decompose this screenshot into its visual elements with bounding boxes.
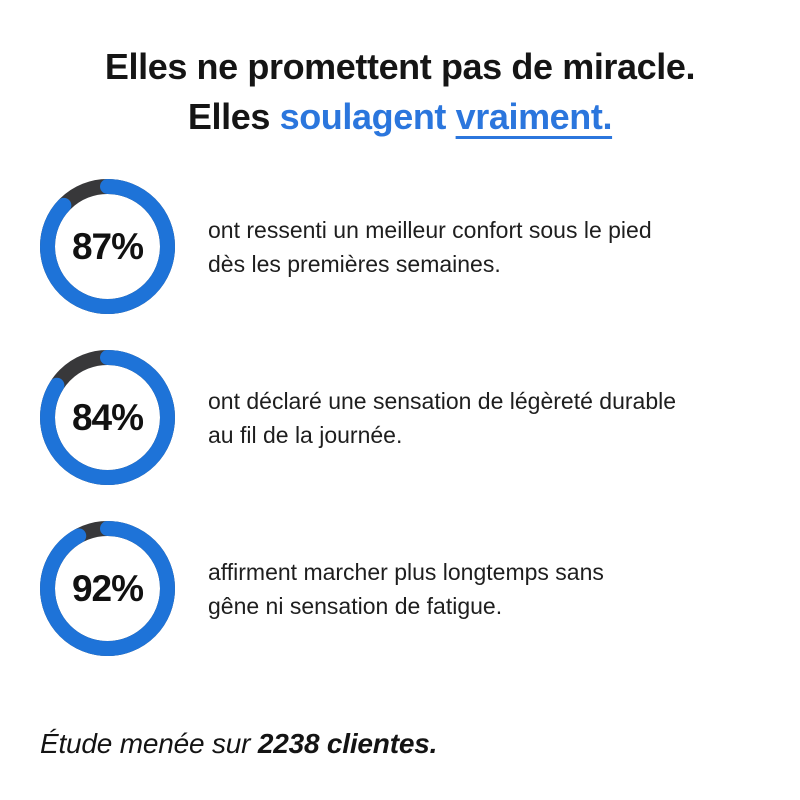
ring-percent-label: 84%	[71, 396, 144, 438]
donut-gauge-84: 84%	[40, 350, 175, 486]
ring-percent-label: 92%	[71, 567, 144, 609]
ring-progress-arc	[40, 521, 175, 657]
donut-gauge-92: 92%	[40, 521, 175, 657]
donut-gauge-icon	[40, 179, 175, 315]
stat-description: ont déclaré une sensation de légèreté du…	[208, 384, 676, 452]
headline-line2-underlined: vraiment.	[455, 95, 613, 137]
stat-description: ont ressenti un meilleur confort sous le…	[208, 213, 652, 281]
stat-description-line2: au fil de la journée.	[208, 421, 403, 448]
headline-line1: Elles ne promettent pas de miracle.	[104, 46, 696, 87]
stat-row-84: 84% ont déclaré une sensation de légèret…	[40, 350, 760, 486]
headline: Elles ne promettent pas de miracle. Elle…	[40, 42, 760, 141]
study-note: Étude menée sur 2238 clientes.	[40, 728, 760, 760]
stat-row-87: 87% ont ressenti un meilleur confort sou…	[40, 179, 760, 315]
stat-description-line2: dès les premières semaines.	[208, 250, 501, 277]
stat-row-92: 92% affirment marcher plus longtemps san…	[40, 521, 760, 657]
ring-percent-label: 87%	[71, 225, 144, 267]
stat-description-line1: ont ressenti un meilleur confort sous le…	[208, 216, 652, 243]
headline-line2-prefix: Elles	[187, 95, 280, 137]
donut-gauge-87: 87%	[40, 179, 175, 315]
donut-gauge-icon	[40, 350, 175, 486]
study-note-prefix: Étude menée sur	[40, 728, 258, 760]
study-note-emphasis: 2238 clientes.	[257, 728, 438, 760]
headline-line2: Elles soulagent vraiment.	[40, 92, 760, 142]
stat-description-line1: affirment marcher plus longtemps sans	[208, 558, 604, 585]
headline-line2-highlight: soulagent	[279, 95, 456, 137]
donut-gauge-icon	[40, 521, 175, 657]
ring-progress-arc	[40, 350, 175, 486]
stat-description: affirment marcher plus longtemps sans gê…	[208, 555, 604, 623]
stats-list: 87% ont ressenti un meilleur confort sou…	[40, 179, 760, 657]
stat-description-line2: gêne ni sensation de fatigue.	[208, 592, 503, 619]
ring-progress-arc	[40, 179, 175, 315]
stat-description-line1: ont déclaré une sensation de légèreté du…	[208, 387, 677, 414]
